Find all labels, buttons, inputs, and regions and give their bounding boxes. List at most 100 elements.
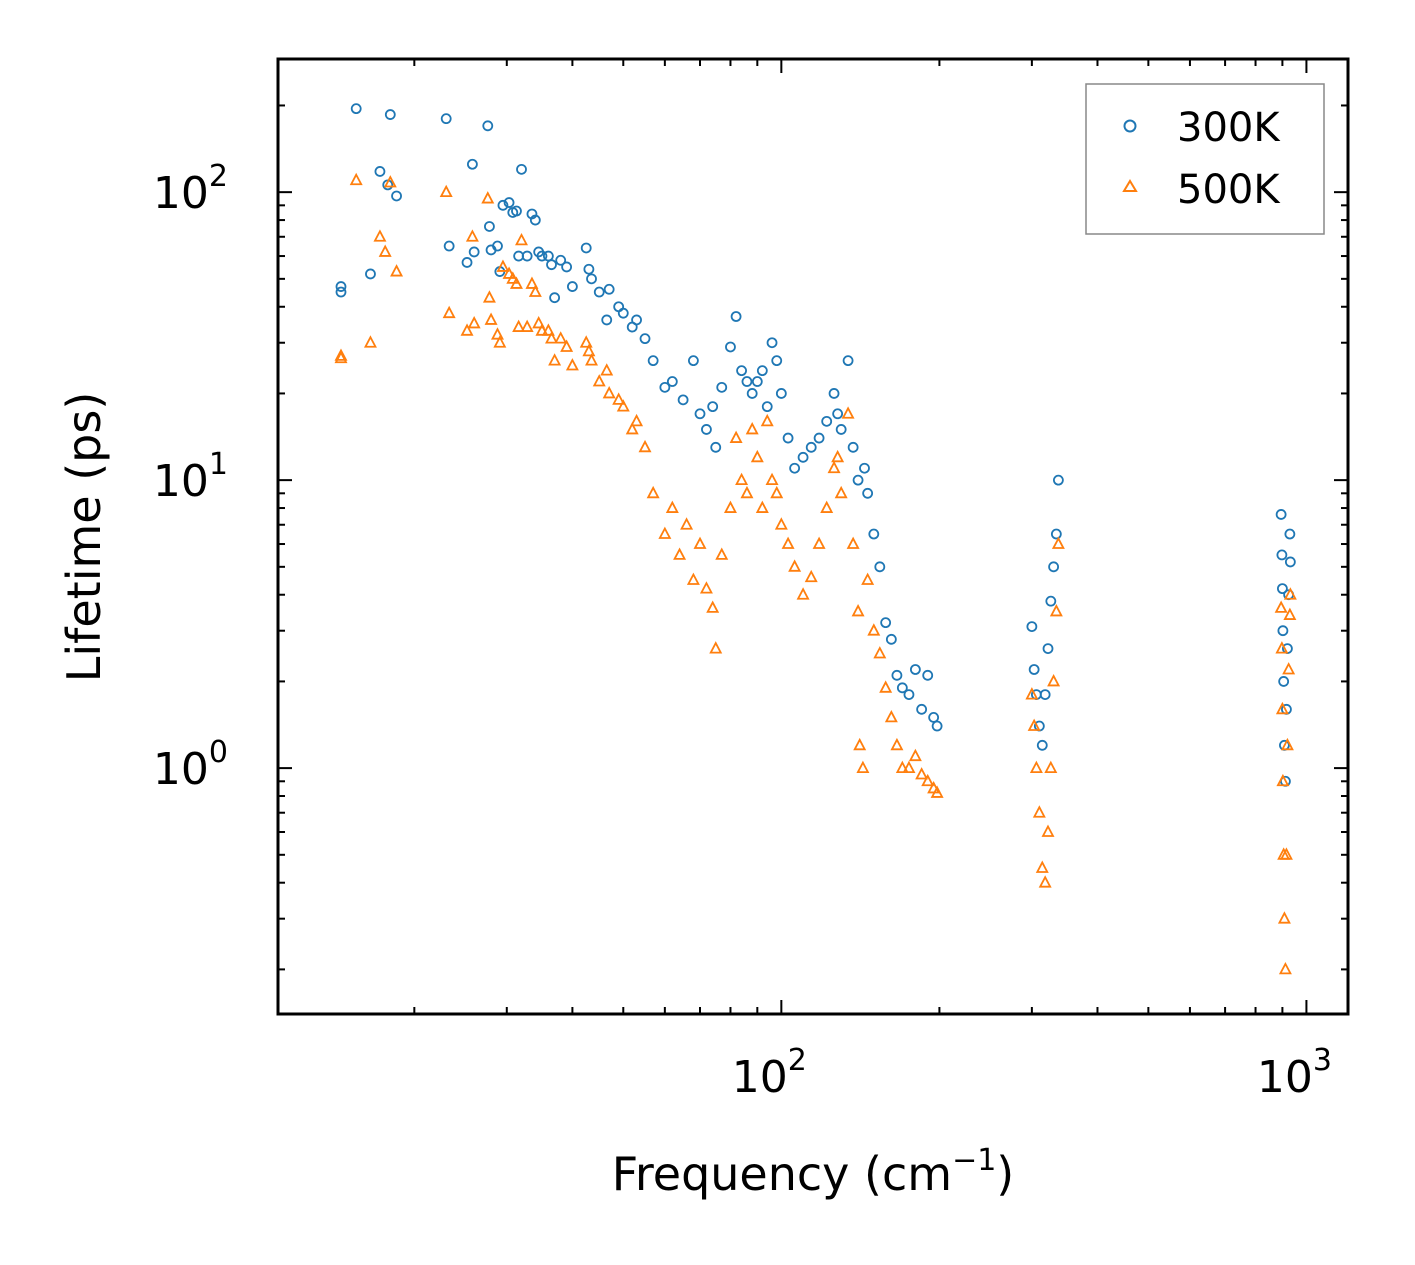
data-point-500k	[484, 312, 498, 325]
data-point-300k	[746, 388, 758, 399]
data-point-300k	[497, 199, 509, 211]
data-point-500k	[1283, 607, 1297, 620]
data-point-300k	[1036, 739, 1048, 751]
data-point-500k	[1276, 773, 1290, 787]
data-point-500k	[693, 536, 707, 549]
data-point-500k	[665, 500, 679, 513]
data-point-500k	[1275, 701, 1289, 715]
series-500k	[334, 172, 1297, 975]
data-point-500k	[378, 244, 392, 257]
data-point-500k	[554, 331, 568, 344]
data-point-300k	[365, 268, 376, 280]
data-point-300k	[885, 633, 897, 645]
data-point-300k	[821, 415, 833, 427]
data-point-500k	[509, 276, 523, 289]
data-point-500k	[788, 559, 802, 572]
data-point-500k	[1279, 847, 1293, 860]
data-point-500k	[1029, 760, 1043, 774]
data-point-300k	[694, 408, 706, 420]
data-point-500k	[545, 331, 559, 344]
series-300k	[335, 103, 1296, 787]
data-point-500k	[515, 232, 528, 246]
data-point-500k	[812, 536, 826, 549]
data-point-500k	[502, 266, 516, 279]
data-point-300k	[862, 487, 874, 499]
data-point-500k	[528, 284, 542, 297]
data-point-300k	[805, 441, 817, 453]
data-point-300k	[482, 120, 494, 132]
points-layer	[334, 103, 1297, 975]
data-point-300k	[391, 190, 402, 202]
data-point-500k	[680, 517, 694, 530]
data-point-300k	[797, 451, 809, 463]
data-point-500k	[373, 229, 387, 242]
data-point-300k	[384, 109, 396, 120]
data-point-500k	[465, 229, 479, 242]
data-point-300k	[710, 441, 722, 453]
data-point-500k	[658, 526, 672, 539]
data-point-500k	[760, 413, 774, 427]
data-point-300k	[789, 462, 801, 474]
data-point-300k	[852, 474, 864, 486]
data-point-500k	[630, 413, 644, 427]
data-point-300k	[1277, 625, 1289, 637]
y-tick-label: 100	[153, 735, 228, 795]
data-point-300k	[1050, 528, 1062, 540]
data-point-500k	[535, 323, 549, 336]
data-point-500k	[1277, 911, 1291, 924]
data-point-500k	[1041, 824, 1055, 837]
data-point-500k	[774, 517, 788, 530]
data-point-500k	[1280, 737, 1294, 751]
data-point-300k	[443, 240, 455, 252]
data-point-500k	[1283, 587, 1297, 600]
data-point-500k	[853, 737, 867, 751]
data-point-300k	[1045, 595, 1057, 607]
data-point-300k	[461, 257, 473, 268]
data-point-500k	[834, 485, 848, 499]
data-point-300k	[468, 246, 480, 258]
data-point-300k	[511, 205, 522, 217]
data-point-300k	[1278, 676, 1290, 687]
data-point-500k	[745, 421, 759, 435]
data-point-300k	[335, 281, 347, 292]
data-point-500k	[873, 646, 887, 659]
data-point-500k	[1274, 600, 1288, 613]
data-point-500k	[750, 449, 764, 463]
data-point-300k	[916, 703, 928, 715]
data-point-300k	[707, 401, 719, 413]
data-point-500k	[1047, 673, 1061, 687]
data-point-500k	[592, 374, 606, 387]
data-point-300k	[440, 113, 452, 125]
data-point-300k	[631, 314, 642, 326]
data-point-500k	[363, 335, 377, 348]
data-point-300k	[741, 376, 753, 387]
data-point-500k	[709, 641, 723, 654]
x-axis-label: Frequency (cm−1)	[612, 1143, 1015, 1201]
data-point-500k	[1027, 718, 1041, 731]
data-point-500k	[851, 603, 865, 617]
legend-marker-300k	[1123, 119, 1137, 133]
data-point-300k	[492, 240, 503, 252]
data-point-500k	[548, 353, 562, 366]
data-point-500k	[715, 547, 729, 560]
data-point-300k	[1052, 474, 1064, 486]
data-point-500k	[460, 323, 474, 336]
data-point-300k	[549, 292, 561, 304]
data-point-500k	[699, 581, 713, 594]
data-point-500k	[902, 760, 916, 774]
data-point-300k	[1275, 509, 1287, 520]
data-point-500k	[1025, 687, 1039, 700]
data-point-500k	[1038, 875, 1052, 888]
data-point-300k	[909, 664, 921, 675]
data-point-500k	[565, 358, 579, 371]
data-point-300k	[736, 365, 747, 377]
data-point-300k	[546, 259, 557, 271]
data-point-500k	[861, 572, 875, 585]
data-point-500k	[625, 421, 639, 435]
data-point-500k	[442, 305, 456, 319]
data-point-300k	[775, 388, 787, 399]
data-point-300k	[659, 381, 671, 393]
data-point-500k	[383, 175, 397, 188]
